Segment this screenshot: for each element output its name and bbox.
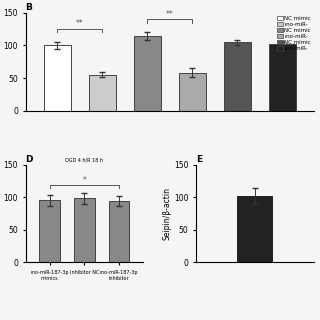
Text: D: D (26, 155, 33, 164)
Text: **: ** (76, 20, 84, 28)
Legend: NC mimic, rno-miR-, NC mimic, rno-miR-, NC mimic, rno-miR-: NC mimic, rno-miR-, NC mimic, rno-miR-, … (277, 16, 311, 52)
Text: OGD 4 h/R 18 h: OGD 4 h/R 18 h (65, 157, 103, 163)
Y-axis label: Seipin/β-actin: Seipin/β-actin (0, 187, 1, 240)
Bar (89, 75, 116, 111)
Bar (237, 196, 272, 262)
Bar (224, 42, 251, 111)
Bar (179, 73, 205, 111)
Bar (133, 36, 161, 111)
Text: E: E (196, 155, 202, 164)
Y-axis label: Seipin/β-actin: Seipin/β-actin (162, 187, 171, 240)
Bar (268, 44, 296, 111)
Bar (39, 200, 60, 262)
Bar (44, 45, 71, 111)
Text: B: B (26, 3, 32, 12)
Bar (108, 201, 129, 262)
Y-axis label: Relative activity Rluc/fluc: Relative activity Rluc/fluc (0, 13, 1, 111)
Text: **: ** (166, 10, 173, 19)
Text: *: * (83, 176, 86, 185)
Bar (74, 198, 95, 262)
